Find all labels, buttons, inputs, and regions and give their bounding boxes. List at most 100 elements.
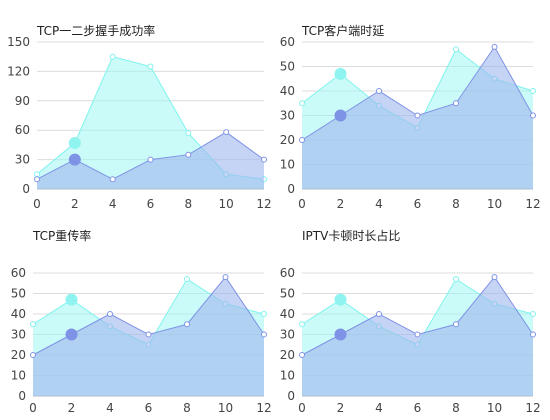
x-tick-label: 4	[106, 401, 114, 415]
chart-panel-3: TCP重传率 0 10 20 30 40 50 60 0 2 4 6 8 10 12	[11, 228, 272, 415]
x-tick-label: 10	[487, 401, 502, 415]
series-2-point[interactable]	[30, 352, 36, 358]
chart-title: TCP客户端时延	[301, 23, 384, 38]
y-tick-label: 50	[280, 60, 295, 74]
x-tick-label: 8	[452, 197, 460, 211]
x-tick-label: 2	[71, 197, 79, 211]
series-2-point[interactable]	[453, 321, 459, 328]
series-2-point[interactable]	[261, 331, 267, 338]
series-2-point[interactable]	[184, 321, 190, 328]
x-tick-label: 4	[375, 197, 383, 211]
x-tick-label: 8	[185, 197, 193, 211]
y-tick-label: 20	[280, 133, 295, 147]
y-tick-label: 30	[11, 328, 26, 342]
series-2-highlight-point[interactable]	[334, 109, 347, 122]
y-tick-label: 10	[280, 369, 295, 383]
series-1-point[interactable]	[34, 171, 40, 178]
y-tick-label: 0	[287, 182, 295, 196]
x-tick-label: 12	[256, 401, 271, 415]
series-1-point[interactable]	[530, 311, 536, 317]
series-1-point[interactable]	[147, 63, 154, 70]
y-tick-label: 20	[11, 348, 26, 362]
series-1-point[interactable]	[184, 276, 190, 283]
series-1-highlight-point[interactable]	[68, 136, 81, 149]
series-1-point[interactable]	[30, 321, 36, 328]
series-2-point[interactable]	[107, 311, 113, 317]
series-2-point[interactable]	[223, 129, 230, 136]
series-1-point[interactable]	[185, 130, 192, 137]
series-1-point[interactable]	[109, 53, 116, 60]
y-tick-label: 40	[280, 84, 295, 98]
series-1-point[interactable]	[453, 276, 459, 283]
series-1-highlight-point[interactable]	[65, 293, 78, 306]
x-tick-label: 12	[256, 197, 271, 211]
chart-panel-4: IPTV卡顿时长占比 0 10 20 30 40 50 60 0 2 4 6 8 10 12	[280, 228, 541, 415]
y-tick-label: 10	[11, 369, 26, 383]
x-tick-label: 0	[33, 197, 41, 211]
series-2-point[interactable]	[147, 156, 154, 163]
series-2-point[interactable]	[299, 137, 305, 143]
x-tick-label: 4	[375, 401, 383, 415]
series-2-point[interactable]	[222, 274, 229, 281]
series-2-point[interactable]	[145, 331, 152, 338]
series-2-point[interactable]	[491, 43, 498, 50]
y-tick-label: 50	[280, 287, 295, 301]
series-2-point[interactable]	[453, 100, 459, 107]
series-2-highlight-point[interactable]	[68, 153, 81, 166]
series-1-highlight-point[interactable]	[334, 67, 347, 80]
series-2-point[interactable]	[376, 311, 382, 317]
series-2-highlight-point[interactable]	[65, 328, 78, 341]
y-tick-label: 30	[280, 109, 295, 123]
y-tick-label: 0	[22, 182, 30, 196]
y-tick-label: 30	[280, 328, 295, 342]
x-tick-label: 12	[525, 197, 540, 211]
y-tick-label: 60	[15, 123, 30, 137]
x-tick-label: 10	[487, 197, 502, 211]
series-2-point[interactable]	[414, 112, 421, 119]
series-2-point[interactable]	[530, 331, 536, 338]
chart-panel-1: TCP一二步握手成功率 0 30 60 90 120 150 0 2 4 6 8 10 12	[7, 23, 272, 211]
series-2-point[interactable]	[185, 151, 192, 158]
series-2-point[interactable]	[261, 156, 267, 163]
x-tick-label: 0	[29, 401, 37, 415]
x-tick-label: 6	[414, 197, 422, 211]
y-tick-label: 60	[280, 35, 295, 49]
y-tick-label: 50	[11, 287, 26, 301]
series-2-point[interactable]	[376, 88, 382, 94]
series-1-point[interactable]	[261, 311, 267, 317]
x-tick-label: 4	[109, 197, 117, 211]
chart-title: TCP一二步握手成功率	[36, 23, 155, 38]
y-tick-label: 40	[11, 307, 26, 321]
series-1-point[interactable]	[453, 46, 459, 53]
y-tick-label: 20	[280, 348, 295, 362]
x-tick-label: 8	[183, 401, 191, 415]
series-2-point[interactable]	[414, 331, 421, 338]
y-tick-label: 120	[7, 64, 30, 78]
x-tick-label: 8	[452, 401, 460, 415]
series-1-point[interactable]	[299, 321, 305, 328]
x-tick-label: 6	[145, 401, 153, 415]
series-1-point[interactable]	[530, 88, 536, 94]
x-tick-label: 10	[219, 197, 234, 211]
series-2-point[interactable]	[109, 176, 116, 183]
series-1-highlight-point[interactable]	[334, 293, 347, 306]
series-2-highlight-point[interactable]	[334, 328, 347, 341]
y-tick-label: 60	[280, 266, 295, 280]
series-2-point[interactable]	[299, 352, 305, 358]
y-tick-label: 0	[287, 389, 295, 403]
series-2-point[interactable]	[491, 274, 498, 281]
y-tick-label: 40	[280, 307, 295, 321]
y-tick-label: 60	[11, 266, 26, 280]
x-tick-label: 2	[337, 401, 345, 415]
series-1-point[interactable]	[299, 100, 305, 107]
x-tick-label: 0	[298, 401, 306, 415]
y-tick-label: 10	[280, 158, 295, 172]
series-2-point[interactable]	[34, 176, 40, 183]
chart-title: IPTV卡顿时长占比	[302, 228, 400, 243]
y-tick-label: 30	[15, 153, 30, 167]
x-tick-label: 2	[68, 401, 76, 415]
series-2-point[interactable]	[530, 112, 536, 119]
y-tick-label: 0	[18, 389, 26, 403]
x-tick-label: 6	[414, 401, 422, 415]
